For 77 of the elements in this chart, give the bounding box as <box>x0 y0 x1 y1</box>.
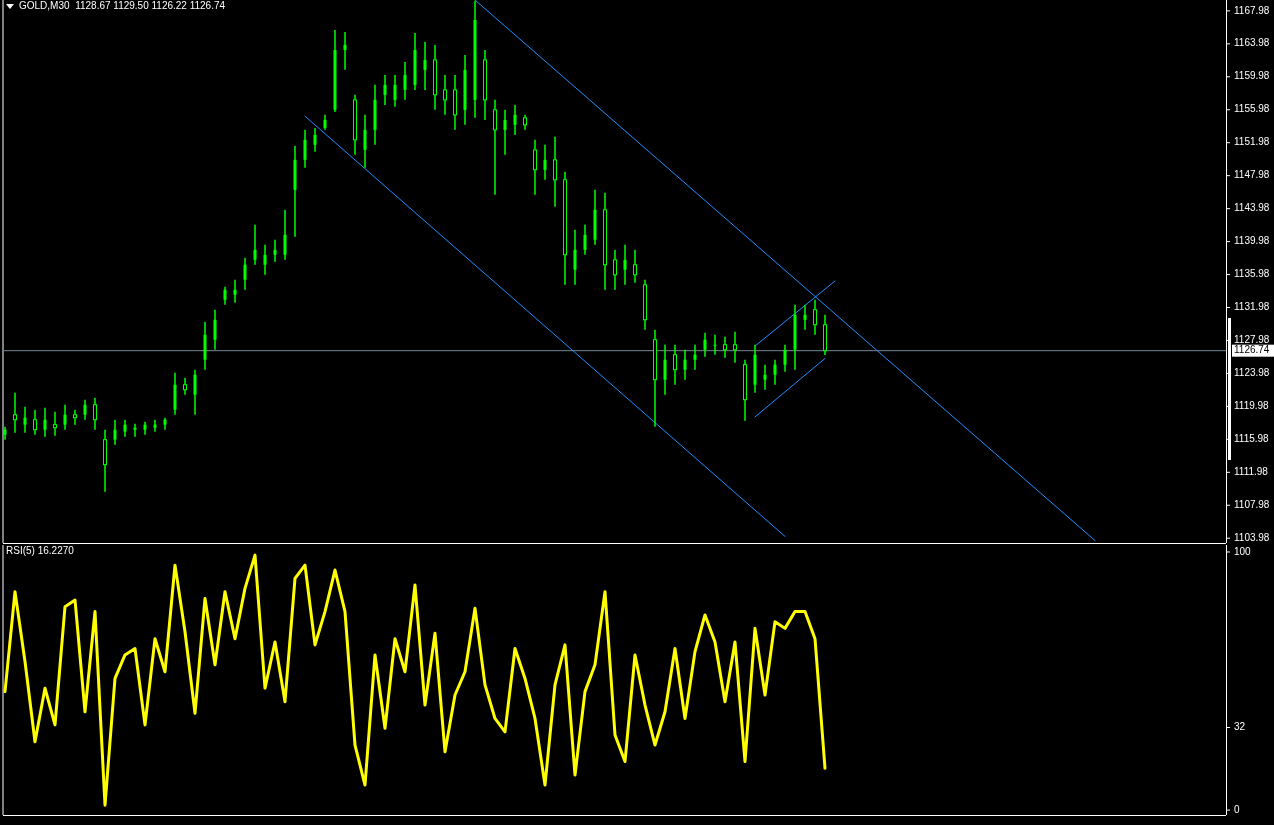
y-tick-label: 1107.98 <box>1234 498 1270 510</box>
y-tick-label: 1119.98 <box>1234 400 1270 412</box>
candlestick <box>383 74 387 106</box>
candlestick <box>783 344 787 373</box>
y-tick-label: 1147.98 <box>1234 169 1270 181</box>
candlestick <box>153 418 157 433</box>
candlestick <box>693 344 697 371</box>
candlestick <box>233 278 237 304</box>
y-tick-label: 1127.98 <box>1234 334 1270 346</box>
candlestick <box>723 336 727 359</box>
candlestick <box>703 331 707 358</box>
candlestick <box>313 127 317 153</box>
candlestick <box>343 31 347 71</box>
chart-title: RSI(5) 16.2270 <box>6 545 75 556</box>
y-tick-label: 1123.98 <box>1234 367 1270 379</box>
candlestick <box>263 244 267 276</box>
candlestick <box>803 304 807 331</box>
candlestick <box>813 299 817 336</box>
candlestick <box>93 396 97 431</box>
candlestick <box>423 41 427 91</box>
candlestick <box>673 344 677 386</box>
candlestick <box>663 344 667 396</box>
candlestick <box>443 74 447 116</box>
candlestick <box>83 398 87 421</box>
candlestick <box>193 368 197 416</box>
y-tick-label: 1159.98 <box>1234 70 1270 82</box>
y-tick-label: 100 <box>1234 545 1252 557</box>
candlestick <box>513 104 517 136</box>
candlestick <box>43 406 47 438</box>
y-tick-label: 1167.98 <box>1234 4 1270 16</box>
candlestick <box>763 363 767 391</box>
candlestick <box>283 209 287 261</box>
candlestick <box>493 99 497 196</box>
candlestick <box>363 114 367 169</box>
candlestick <box>73 408 77 426</box>
candlestick <box>533 139 537 196</box>
candlestick <box>133 422 137 438</box>
y-tick-label: 32 <box>1234 721 1246 733</box>
candlestick <box>683 349 687 381</box>
y-tick-label: 1151.98 <box>1234 136 1270 148</box>
candlestick <box>503 109 507 156</box>
y-tick-label: 1139.98 <box>1234 235 1270 247</box>
candlestick <box>543 144 547 181</box>
candlestick <box>243 257 247 291</box>
candlestick <box>403 61 407 101</box>
y-tick-label: 1111.98 <box>1234 465 1269 477</box>
y-tick-label: 1131.98 <box>1234 301 1270 313</box>
ref-line-label: 1126.74 <box>1234 344 1270 356</box>
candlestick <box>253 224 257 266</box>
candlestick <box>213 308 217 351</box>
candlestick <box>633 249 637 284</box>
candlestick <box>53 410 57 437</box>
y-tick-label: 1155.98 <box>1234 103 1270 115</box>
chart-title: GOLD,M30 1128.67 1129.50 1126.22 1126.74 <box>19 0 226 11</box>
candlestick <box>773 359 777 386</box>
y-tick-label: 1103.98 <box>1234 531 1270 543</box>
candlestick <box>13 391 17 434</box>
y-tick-label: 1163.98 <box>1234 37 1270 49</box>
candlestick <box>33 408 37 436</box>
candlestick <box>713 334 717 356</box>
candlestick <box>23 405 27 434</box>
candlestick <box>393 74 397 108</box>
candlestick <box>583 224 587 256</box>
candlestick <box>733 330 737 364</box>
candlestick <box>113 418 117 446</box>
candlestick <box>223 285 227 306</box>
candlestick <box>273 239 277 263</box>
y-tick-label: 1143.98 <box>1234 202 1270 214</box>
candlestick <box>613 249 617 291</box>
candlestick <box>303 129 307 169</box>
y-tick-label: 0 <box>1234 803 1240 815</box>
candlestick <box>573 229 577 286</box>
candlestick <box>623 244 627 286</box>
candlestick <box>63 403 67 431</box>
y-tick-label: 1135.98 <box>1234 268 1270 280</box>
candlestick <box>553 136 557 208</box>
y-tick-label: 1115.98 <box>1234 432 1270 444</box>
